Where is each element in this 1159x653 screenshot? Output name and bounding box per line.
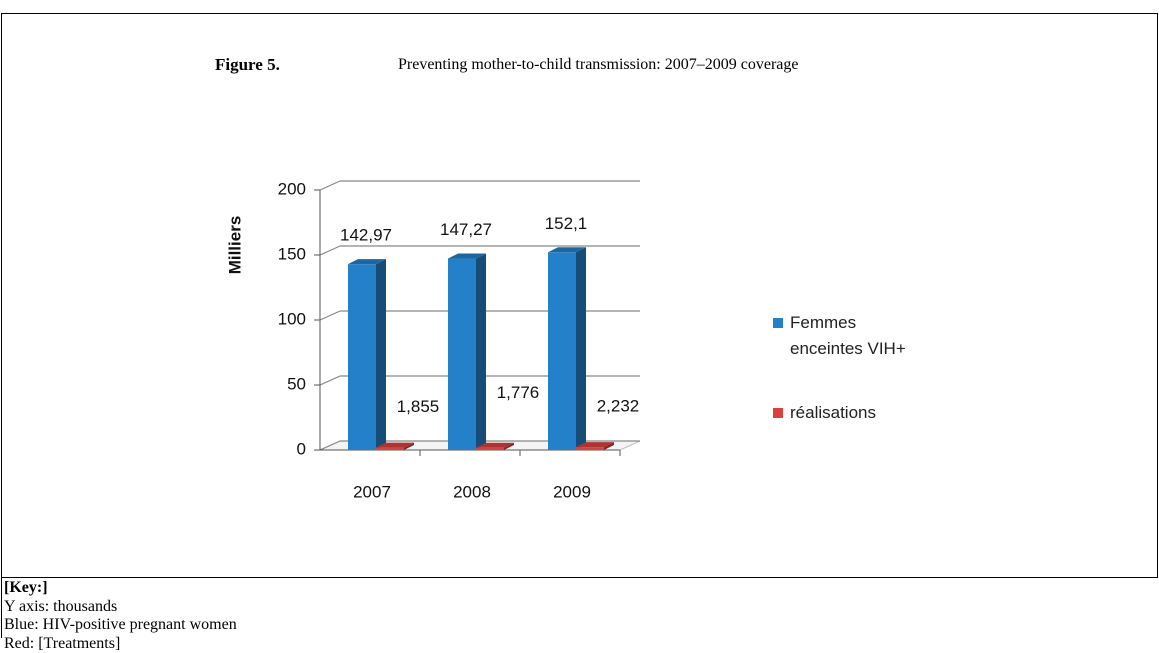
y-tick-label: 150 xyxy=(278,244,306,263)
data-label: 147,27 xyxy=(440,220,492,239)
key-line: Blue: HIV-positive pregnant women xyxy=(4,616,237,635)
bar xyxy=(548,252,576,450)
y-tick-label: 100 xyxy=(278,309,306,328)
y-axis-label: Milliers xyxy=(225,216,244,275)
bar xyxy=(448,259,476,450)
y-tick-label: 200 xyxy=(278,179,306,198)
y-tick-label: 0 xyxy=(297,439,306,458)
bar-side xyxy=(376,259,386,450)
grid-line xyxy=(320,181,340,190)
data-label: 142,97 xyxy=(340,226,392,245)
legend-label: réalisations xyxy=(790,400,930,426)
bar-side xyxy=(476,254,486,450)
key-title: [Key:] xyxy=(4,579,237,598)
grid-line xyxy=(320,376,340,385)
bar xyxy=(576,447,604,450)
grid-line xyxy=(320,246,340,255)
legend-label: Femmes enceintes VIH+ xyxy=(790,310,930,362)
bar xyxy=(376,448,404,450)
bar-side xyxy=(576,247,586,450)
data-label: 2,232 xyxy=(597,397,640,416)
legend-swatch xyxy=(773,318,783,328)
bar xyxy=(476,448,504,450)
legend-swatch xyxy=(773,408,783,418)
data-label: 1,855 xyxy=(397,397,440,416)
bar xyxy=(348,264,376,450)
x-tick-label: 2009 xyxy=(553,482,591,501)
x-tick-label: 2008 xyxy=(453,482,491,501)
key: [Key:] Y axis: thousands Blue: HIV-posit… xyxy=(4,579,237,653)
data-label: 152,1 xyxy=(545,214,588,233)
chart: Milliers 0 50 100 150 200 2007 142,97 1,855 2008… xyxy=(0,0,1159,577)
y-tick-label: 50 xyxy=(287,374,306,393)
data-label: 1,776 xyxy=(497,383,540,402)
key-frame xyxy=(1,578,2,638)
x-tick-label: 2007 xyxy=(353,482,391,501)
grid-line xyxy=(320,311,340,320)
key-line: Y axis: thousands xyxy=(4,598,237,617)
key-line: Red: [Treatments] xyxy=(4,635,237,653)
page: Figure 5. Preventing mother-to-child tra… xyxy=(0,0,1159,637)
